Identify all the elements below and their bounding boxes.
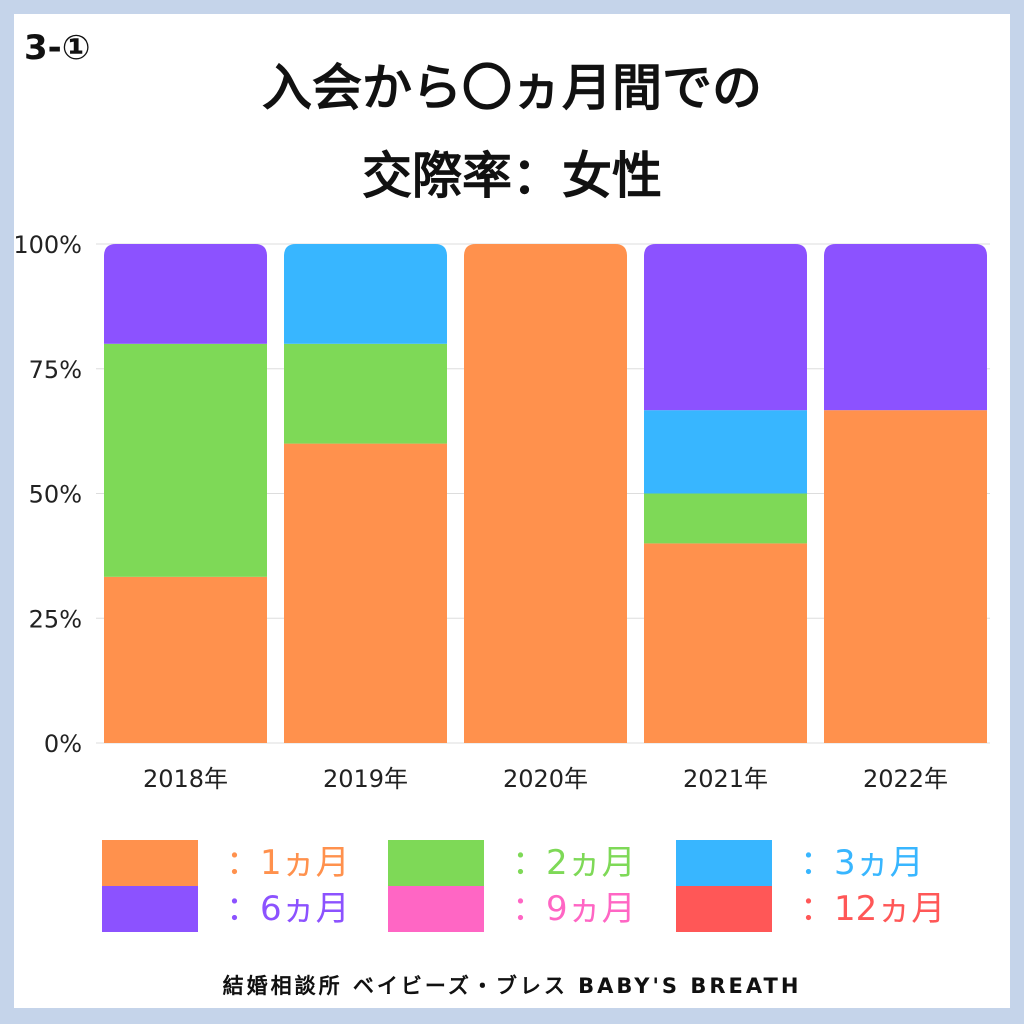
legend-item: ：6ヵ月 xyxy=(102,886,350,932)
y-tick-label: 50% xyxy=(29,481,82,509)
legend-swatch xyxy=(388,840,484,886)
x-tick-label: 2021年 xyxy=(683,765,768,793)
bar-segment xyxy=(464,244,627,743)
legend-item: ：3ヵ月 xyxy=(676,840,924,886)
x-tick-label: 2018年 xyxy=(143,765,228,793)
bar-stack xyxy=(644,244,807,743)
x-tick-label: 2019年 xyxy=(323,765,408,793)
bar-stack xyxy=(824,244,987,743)
legend-swatch xyxy=(676,886,772,932)
y-tick-label: 75% xyxy=(29,356,82,384)
legend-item: ：9ヵ月 xyxy=(388,886,636,932)
legend-label: ：6ヵ月 xyxy=(226,889,350,929)
footer-credit: 結婚相談所 ベイビーズ・ブレス BABY'S BREATH xyxy=(222,974,802,998)
bar-segment xyxy=(824,410,987,743)
y-tick-label: 25% xyxy=(29,605,82,633)
y-tick-label: 0% xyxy=(44,730,82,758)
bar-segment xyxy=(104,576,267,743)
legend-item: ：2ヵ月 xyxy=(388,840,636,886)
bar-segment xyxy=(644,410,807,494)
bar-stack xyxy=(284,244,447,743)
chart-title-line1: 入会から〇ヵ月間での xyxy=(262,59,762,117)
bar-segment xyxy=(644,244,807,411)
legend-swatch xyxy=(102,840,198,886)
bar-segment xyxy=(644,493,807,544)
x-tick-label: 2022年 xyxy=(863,765,948,793)
stacked-bar-chart: 0% 25% 50% 75% 100% 2018年 2019年 2020年 2021年 2022年 xyxy=(13,231,990,793)
bar-segment xyxy=(284,343,447,444)
bar-segment xyxy=(284,443,447,743)
chart-badge: 3-① xyxy=(24,28,91,68)
bar-segment xyxy=(284,244,447,344)
legend-item: ：12ヵ月 xyxy=(676,886,945,932)
bar-segment xyxy=(644,543,807,743)
legend-label: ：2ヵ月 xyxy=(512,843,636,883)
legend-swatch xyxy=(102,886,198,932)
legend-swatch xyxy=(388,886,484,932)
x-tick-label: 2020年 xyxy=(503,765,588,793)
legend-label: ：3ヵ月 xyxy=(800,843,924,883)
bar-segment xyxy=(104,244,267,344)
chart-title-line2: 交際率：女性 xyxy=(362,147,662,205)
legend-label: ：12ヵ月 xyxy=(800,889,946,929)
bar-stack xyxy=(464,244,627,743)
legend-swatch xyxy=(676,840,772,886)
bar-stack xyxy=(104,244,267,743)
bar-segment xyxy=(824,244,987,411)
legend-item: ：1ヵ月 xyxy=(102,840,350,886)
legend-label: ：1ヵ月 xyxy=(226,843,350,883)
y-tick-label: 100% xyxy=(13,231,82,259)
bar-segment xyxy=(104,343,267,577)
legend-label: ：9ヵ月 xyxy=(512,889,636,929)
